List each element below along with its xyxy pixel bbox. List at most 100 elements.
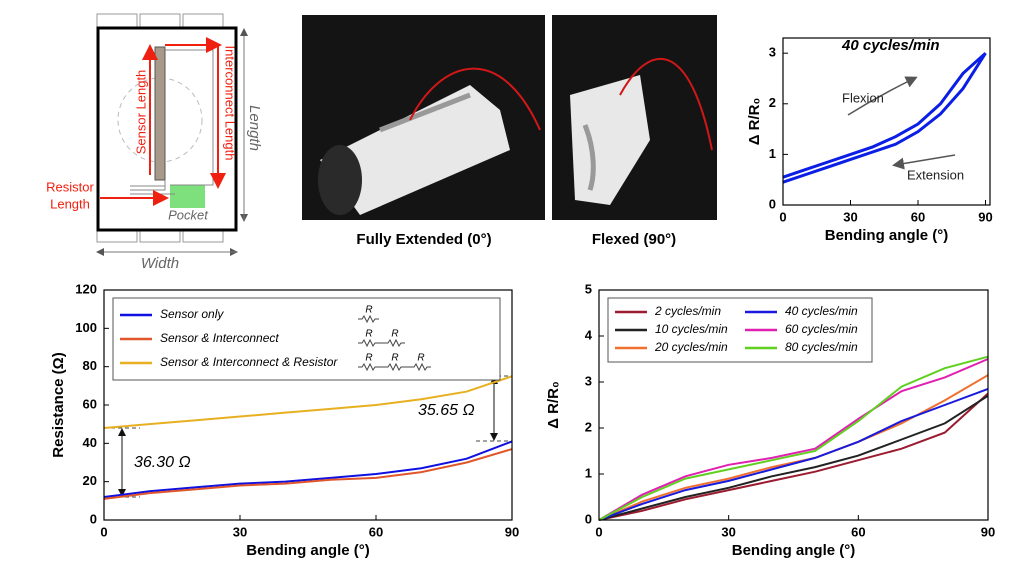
plot-frame [782,37,991,206]
x-tick-label: 0 [779,209,786,224]
resistor-icon [358,314,379,324]
tab [139,13,181,29]
y-axis-label: Resistance (Ω) [50,352,67,457]
label: Length [246,105,263,151]
legend-box [607,297,873,363]
label: Resistor [46,179,94,194]
label: Sensor Length [133,70,148,155]
x-tick-label: 90 [981,524,995,539]
wire [409,67,541,131]
resistor-icon [358,338,385,348]
arrow [847,76,918,116]
tab [96,229,138,243]
legend-label: 40 cycles/min [785,304,858,318]
x-tick-label: 60 [911,209,925,224]
annotation: 40 cycles/min [841,37,940,54]
y-tick-label: 3 [585,373,592,388]
y-tick-label: 0 [585,511,592,526]
annotation: 35.65 Ω [418,402,475,419]
data-line [103,440,513,498]
y-tick-label: 0 [769,196,776,211]
legend-label: 2 cycles/min [654,304,721,318]
x-tick-label: 30 [843,209,857,224]
sleeve [320,85,510,215]
data-line [103,375,513,429]
pocket-area [170,185,205,208]
x-tick-label: 90 [505,524,519,539]
x-tick-label: 60 [369,524,383,539]
legend-label: Sensor & Interconnect & Resistor [160,355,338,369]
sensor [379,92,471,133]
resistor-label: R [391,353,398,364]
x-tick-label: 60 [851,524,865,539]
y-tick-label: 60 [83,396,97,411]
y-tick-label: 0 [90,511,97,526]
caption: Fully Extended (0°) [356,231,491,248]
legend-label: 20 cycles/min [654,340,728,354]
y-tick-label: 40 [83,435,97,450]
wire [619,57,713,151]
resistor-icon [358,362,385,372]
y-tick-label: 3 [769,45,776,60]
tab [139,229,181,243]
y-axis-label: Δ R/R₀ [746,98,763,146]
tab [182,229,224,243]
photo [302,15,545,220]
y-tick-label: 5 [585,281,592,296]
resistor-label: R [365,329,372,340]
photo [552,15,717,220]
y-tick-label: 1 [769,146,776,161]
annotation: 36.30 Ω [134,454,191,471]
legend-label: 80 cycles/min [785,340,858,354]
legend-label: Sensor & Interconnect [160,331,279,345]
x-tick-label: 0 [100,524,107,539]
plot-frame [103,289,513,521]
resistor-label: R [365,353,372,364]
sensor-diagram: Sensor Length Interconnect Length Resist… [46,13,263,272]
arrow [892,154,956,170]
label: Length [50,196,90,211]
y-axis-label: Δ R/R₀ [545,381,562,429]
cap [318,145,362,215]
x-tick-label: 0 [595,524,602,539]
resistor-icon [384,362,411,372]
plot-frame [598,289,989,521]
resistor-label: R [391,329,398,340]
sensor [154,46,166,181]
x-axis-label: Bending angle (°) [246,542,370,559]
x-axis-label: Bending angle (°) [732,542,856,559]
annotation: Flexion [842,90,884,105]
label: Interconnect Length [223,46,238,161]
legend-label: 10 cycles/min [655,322,728,336]
data-line [598,392,989,521]
x-tick-label: 30 [233,524,247,539]
resistor-label: R [365,305,372,316]
data-line [103,448,513,500]
label: Pocket [168,207,209,222]
y-tick-label: 80 [83,358,97,373]
legend-label: Sensor only [160,307,224,321]
annotation: Extension [907,167,964,182]
data-line [598,358,989,521]
data-line [598,355,989,521]
sleeve [570,75,650,205]
data-line [598,374,989,521]
tab [182,13,224,29]
resistor-icon [410,362,431,372]
y-tick-label: 20 [83,473,97,488]
tab [96,13,138,29]
legend-box [112,297,501,381]
y-tick-label: 1 [585,465,592,480]
resistor-icon [384,338,405,348]
frame [96,26,238,232]
data-line [598,387,989,521]
x-tick-label: 90 [978,209,992,224]
resistor-label: R [417,353,424,364]
x-tick-label: 30 [721,524,735,539]
y-tick-label: 4 [585,327,593,342]
data-line [598,394,989,521]
y-tick-label: 100 [75,320,97,335]
label: Width [141,255,179,272]
x-axis-label: Bending angle (°) [825,227,949,244]
